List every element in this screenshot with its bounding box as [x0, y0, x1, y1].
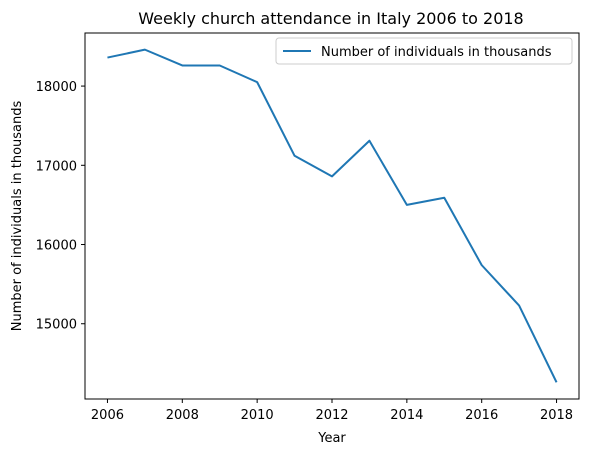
y-tick-label: 17000: [36, 159, 77, 174]
x-tick-label: 2008: [166, 408, 199, 423]
y-tick-label: 18000: [36, 80, 77, 95]
x-tick-label: 2014: [390, 408, 423, 423]
legend: Number of individuals in thousands: [275, 37, 573, 65]
legend-label: Number of individuals in thousands: [321, 45, 552, 60]
x-axis-label: Year: [317, 431, 346, 446]
x-axis: 2006 2008 2010 2012 2014 2016 2018: [91, 399, 573, 423]
chart-title: Weekly church attendance in Italy 2006 t…: [138, 9, 523, 28]
y-tick-label: 15000: [36, 318, 77, 333]
x-tick-label: 2018: [540, 408, 573, 423]
x-tick-label: 2012: [315, 408, 348, 423]
x-tick-label: 2010: [241, 408, 274, 423]
series-layer: [107, 48, 558, 383]
y-axis-label: Number of individuals in thousands: [10, 101, 25, 332]
y-tick-label: 16000: [36, 239, 77, 254]
x-tick-label: 2006: [91, 408, 124, 423]
legend-box: [275, 37, 573, 65]
y-axis: 15000 16000 17000 18000: [36, 80, 85, 333]
plot-area: [84, 32, 580, 400]
x-tick-label: 2016: [465, 408, 498, 423]
